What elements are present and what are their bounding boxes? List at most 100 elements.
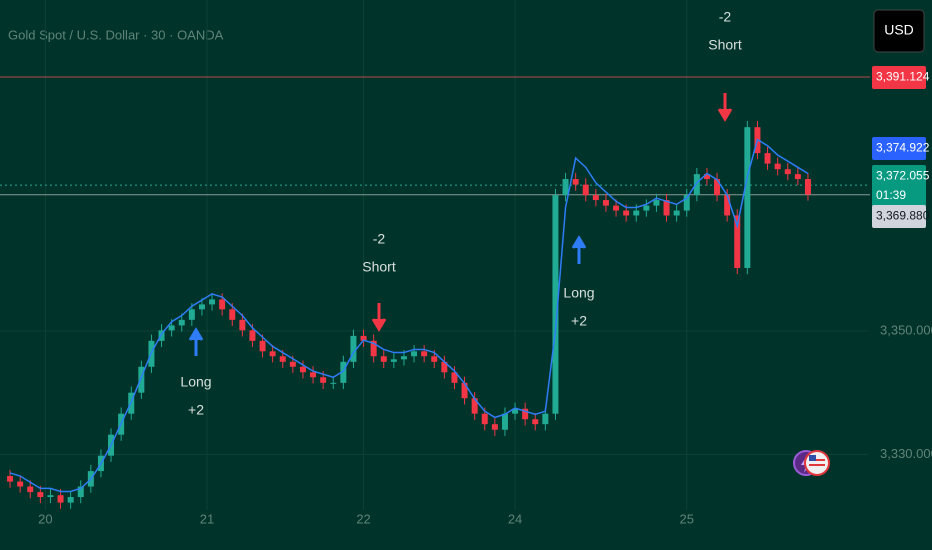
candle-body [400,356,407,360]
candle-body [188,309,195,320]
candle-body [67,497,74,503]
candle-body [794,174,801,180]
annotation: +2 [571,313,587,329]
candle-body [512,408,519,414]
candle-body [198,304,205,310]
candle-body [178,319,185,326]
candle-body [633,210,640,216]
candle-body [27,486,34,493]
annotation: Short [708,37,742,53]
candle-body [77,486,84,498]
candle-body [431,356,438,362]
candle-body [582,184,589,196]
currency-label[interactable]: USD [884,22,914,38]
x-tick-label: 25 [680,511,694,526]
candle-body [320,377,327,383]
x-tick-label: 21 [200,511,214,526]
candle-body [209,299,216,305]
candle-body [471,398,478,414]
candle-body [804,179,811,195]
candle-body [411,351,418,357]
candle-body [572,179,579,185]
candle-body [724,195,731,216]
price-tag [872,205,926,228]
candle-body [289,361,296,367]
x-tick-label: 20 [38,511,52,526]
candle-body [340,361,347,383]
currency-button[interactable]: USD [873,9,925,53]
countdown: 01:39 [876,188,906,202]
moving-average [9,138,809,493]
candle-body [693,174,700,196]
candle-body [683,195,690,211]
chart-title: Gold Spot / U.S. Dollar · 30 · OANDA [8,27,224,42]
signal-arrows [188,93,733,356]
annotation: -2 [719,9,732,25]
candle-body [441,361,448,373]
candle-body [602,200,609,206]
candle-body [360,335,367,341]
candle-body [219,299,226,310]
candle-body [501,413,508,430]
candle-body [663,200,670,216]
y-tick-label: 3,330.000 [880,446,932,461]
candle-body [673,210,680,216]
x-tick-label: 24 [508,511,522,526]
candle-body [47,495,54,498]
candle-body [310,372,317,378]
candle-body [542,413,549,425]
candle-body [774,163,781,170]
price-tag-label: 3,391.124 [876,70,930,84]
price-tag-label: 3,369.880 [876,209,930,223]
candle-body [481,413,488,425]
candle-body [451,372,458,383]
price-tag-label: 3,374.922 [876,141,930,155]
candle-body [744,127,751,268]
candle-body [653,200,660,206]
candle-body [734,215,741,268]
candle-body [380,356,387,362]
candle-body [522,408,529,420]
candle-body [259,340,266,352]
annotation: -2 [373,231,386,247]
candle-body [613,205,620,211]
candle-body [390,359,397,362]
candle-body [784,169,791,175]
price-tag [872,66,926,89]
candle-body [623,210,630,216]
candle-body [299,366,306,373]
price-tag [872,137,926,160]
candle-body [370,340,377,357]
candle-body [37,492,44,498]
x-tick-label: 22 [356,511,370,526]
price-tag-label: 3,372.055 [876,169,930,183]
annotation: Long [563,285,594,301]
candle-body [552,195,559,414]
candle-body [703,174,710,180]
candle-body [592,195,599,201]
price-tag [872,165,926,207]
candle-body [714,179,721,196]
candle-body [643,205,650,211]
y-tick-label: 3,350.000 [880,322,932,337]
currency-button-bg [873,9,925,53]
candle-body [138,366,145,393]
candle-body [57,495,64,503]
candle-body [239,319,246,331]
candle-body [461,382,468,399]
candle-body [17,481,24,487]
candle-body [168,325,175,331]
candle-body [330,382,337,384]
candle-body [249,330,256,341]
annotation: Short [362,259,396,275]
candle-body [764,153,771,164]
candle-body [421,351,428,357]
candle-body [269,351,276,357]
icons [793,450,830,476]
candle-body [7,476,14,482]
candle-body [532,419,539,425]
candle-body [491,424,498,430]
candle-body [350,335,357,362]
